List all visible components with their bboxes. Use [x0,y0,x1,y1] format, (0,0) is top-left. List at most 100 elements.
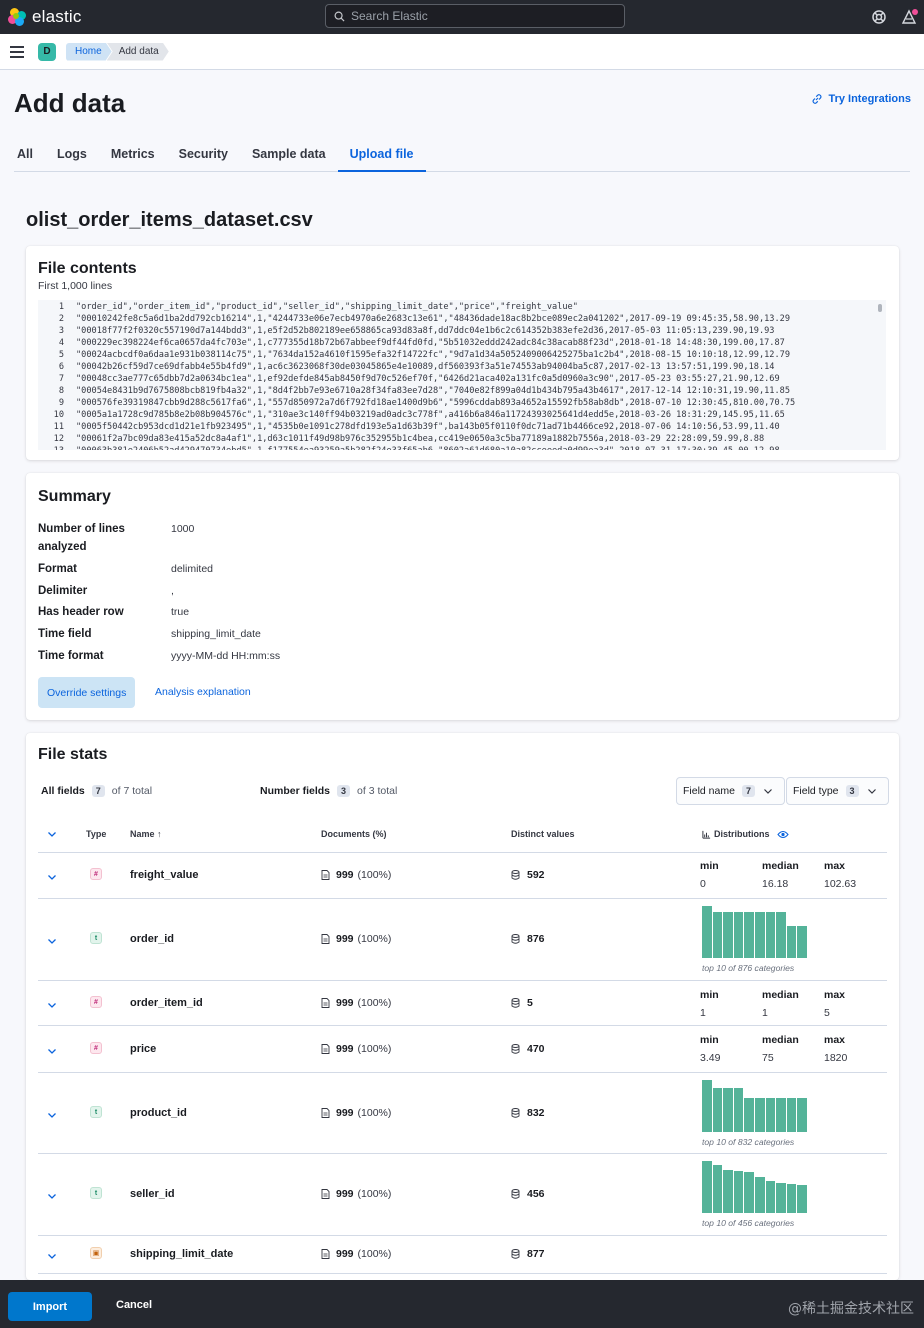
link-icon [813,94,822,104]
tab-upload-file[interactable]: Upload file [337,136,426,172]
line-text: "00048cc3ae777c65dbb7d2a0634bc1ea",1,ef9… [76,374,780,384]
column-type[interactable]: Type [86,829,107,839]
expand-row-toggle[interactable] [47,1250,57,1264]
distribution-caption: top 10 of 832 categories [702,1137,795,1147]
distribution-bar [754,1177,765,1213]
column-distributions[interactable]: Distributions [702,829,789,839]
bottom-action-bar: Import Cancel @稀土掘金技术社区 [0,1280,924,1328]
distribution-bar [702,1080,712,1132]
line-text: "00010242fe8c5a6d1ba2dd792cb16214",1,"42… [76,314,790,324]
column-distinct-values[interactable]: Distinct values [511,829,575,839]
breadcrumb-bar: D Home Add data [0,34,924,70]
numeric-stats: min median max 0 16.18 102.63 [700,860,890,896]
summary-row-format: Format delimited [38,560,213,578]
try-integrations-link[interactable]: Try Integrations [811,93,911,105]
distribution-bar [765,1098,776,1132]
try-integrations-label: Try Integrations [828,93,911,105]
table-row: t seller_id 999 (100%) 456 top 10 of 456 cate… [38,1154,887,1236]
stat-min-value: 3.49 [700,1052,721,1064]
chevron-down-icon [48,939,56,944]
document-icon [321,1249,330,1259]
space-avatar[interactable]: D [38,42,56,61]
expand-all-toggle[interactable] [47,829,57,841]
field-type-count: 3 [845,785,859,797]
summary-value: 1000 [171,523,195,535]
cancel-button[interactable]: Cancel [116,1299,153,1311]
stat-min-value: 0 [700,878,706,890]
number-fields-filter[interactable]: Number fields 3 of 3 total [260,785,397,797]
distribution-bar [786,926,797,958]
field-name-select[interactable]: Field name 7 [676,777,785,805]
elastic-logo[interactable]: elastic [8,7,82,27]
file-contents-code[interactable]: 1 "order_id","order_item_id","product_id"… [38,300,886,450]
menu-icon[interactable] [10,45,24,58]
stat-max-label: max [824,860,846,872]
distribution-chart [702,1161,807,1213]
distinct-values: 456 [511,1188,545,1200]
file-contents-title: File contents [38,260,137,277]
tab-metrics[interactable]: Metrics [110,147,155,161]
field-name: order_id [130,933,175,945]
distribution-bar [765,1181,776,1213]
table-row: ▣ shipping_limit_date 999 (100%) 877 [38,1236,887,1274]
tab-sample-data[interactable]: Sample data [251,147,326,161]
distribution-bar [712,1088,723,1132]
documents-count: 999 (100%) [321,997,391,1009]
column-name[interactable]: Name ↑ [130,829,162,839]
line-number: 9 [58,398,64,408]
chevron-down-icon [867,789,876,794]
search-input[interactable] [351,9,611,23]
tab-security[interactable]: Security [178,147,228,161]
tab-all[interactable]: All [17,147,33,161]
breadcrumb: Home Add data [66,43,169,61]
database-icon [511,934,520,944]
field-type-select[interactable]: Field type 3 [786,777,889,805]
line-text: "00024acbcdf0a6daa1e931b038114c75",1,"76… [76,350,790,360]
code-scrollbar[interactable] [878,304,882,312]
field-name: product_id [130,1107,187,1119]
search-bar[interactable] [325,4,625,28]
code-line: 5 "00024acbcdf0a6daa1e931b038114c75",1,"7… [38,349,886,361]
news-icon[interactable] [900,8,918,26]
expand-row-toggle[interactable] [47,1190,57,1204]
eye-icon[interactable] [776,830,789,839]
documents-percent: (100%) [357,869,392,881]
distribution-bar [776,1098,786,1132]
line-text: "000576fe39319847cbb9d288c5617fa6",1,"55… [76,398,796,408]
file-stats-table-header: Type Name ↑ Documents (%) Distinct value… [38,817,887,853]
distinct-value: 832 [527,1107,545,1119]
code-line: 3 "00018f77f2f0320c557190d7a144bdd3",1,e5… [38,325,886,337]
summary-panel: Summary Number of lines analyzed 1000 Fo… [26,473,899,720]
breadcrumb-home[interactable]: Home [66,43,112,61]
table-row: # order_item_id 999 (100%) 5 min median max 1 1 5 [38,981,887,1026]
override-settings-button[interactable]: Override settings [38,677,136,708]
summary-value: delimited [171,563,214,575]
distribution-bar [723,912,733,958]
distinct-values: 832 [511,1107,545,1119]
expand-row-toggle[interactable] [47,871,57,885]
import-button[interactable]: Import [8,1292,92,1321]
help-icon[interactable] [870,8,888,26]
column-documents[interactable]: Documents (%) [321,829,387,839]
search-icon [334,11,345,22]
expand-row-toggle[interactable] [47,935,57,949]
analysis-explanation-button[interactable]: Analysis explanation [155,686,251,698]
expand-row-toggle[interactable] [47,1109,57,1123]
code-line: 10 "0005a1a1728c9d785b8e2b08b904576c",1,"… [38,409,886,421]
tab-logs[interactable]: Logs [56,147,87,161]
expand-row-toggle[interactable] [47,999,57,1013]
summary-value: , [171,585,174,597]
column-name-label: Name [130,829,155,839]
line-text: "00061f2a7bc09da83e415a52dc8a4af1",1,d63… [76,434,765,444]
chevron-down-icon [48,1113,56,1118]
distribution-bar [786,1184,797,1213]
line-text: "0005a1a1728c9d785b8e2b08b904576c",1,"31… [76,410,785,420]
summary-label: Has header row [38,606,124,618]
line-number: 5 [58,350,64,360]
file-contents-panel: File contents First 1,000 lines 1 "order_… [26,246,899,460]
stat-max-value: 5 [824,1007,830,1019]
distribution-bar [754,912,765,958]
table-row: # freight_value 999 (100%) 592 min median max 0 1… [38,852,887,899]
expand-row-toggle[interactable] [47,1045,57,1059]
all-fields-filter[interactable]: All fields 7 of 7 total [41,785,152,797]
